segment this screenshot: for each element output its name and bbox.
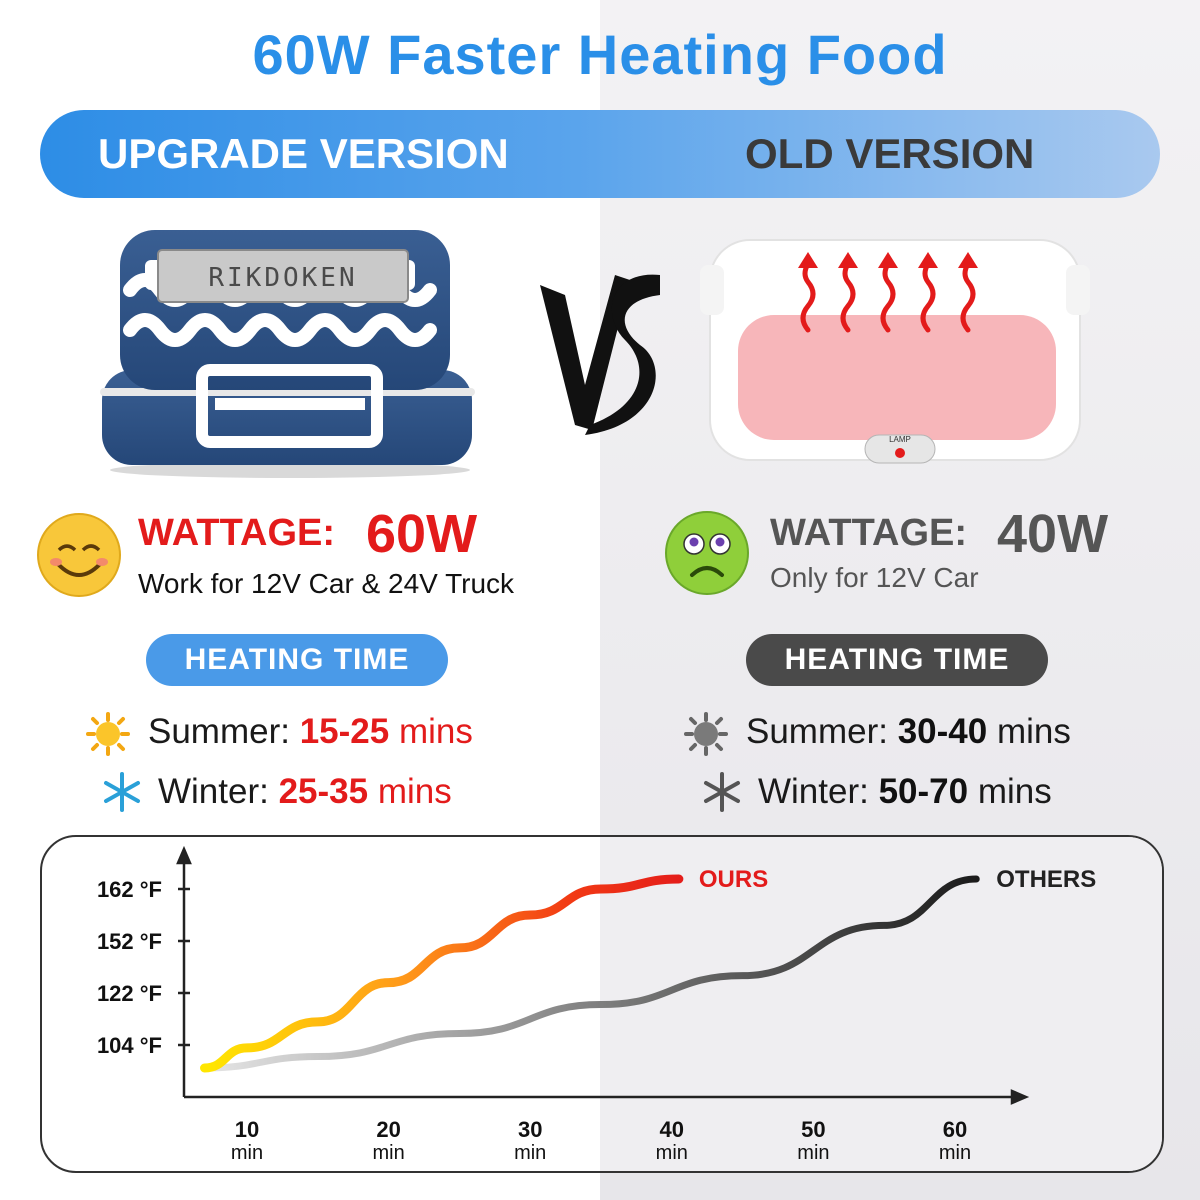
old-wattage-subtitle: Only for 12V Car (770, 562, 979, 593)
x-tick-label: 50 (801, 1117, 825, 1142)
gray-sun-icon (684, 712, 728, 756)
old-summer-unit: mins (996, 712, 1071, 751)
x-tick-label: 60 (943, 1117, 967, 1142)
gray-snowflake-icon (704, 772, 740, 812)
old-winter-unit: mins (977, 772, 1052, 811)
x-tick-label: 40 (660, 1117, 684, 1142)
page-title: 60W Faster Heating Food (252, 23, 948, 86)
winter-label: Winter: (158, 772, 269, 811)
old-wattage-value: 40W (997, 504, 1109, 564)
x-tick-unit: min (231, 1142, 263, 1164)
lamp-label: LAMP (889, 435, 911, 444)
old-summer-value: 30-40 (897, 712, 988, 751)
chart-old-shade (600, 837, 1162, 1171)
upgrade-wattage-value: 60W (366, 504, 478, 564)
upgrade-summer-unit: mins (398, 712, 473, 751)
upgrade-wattage-subtitle: Work for 12V Car & 24V Truck (138, 568, 515, 599)
upgrade-summer-row: Summer: 15-25 mins (148, 712, 473, 752)
x-tick-unit: min (797, 1142, 829, 1164)
brand-logo-text: RIKDOKEN (208, 263, 357, 293)
sad-face-icon (665, 511, 749, 595)
upgrade-version-label: UPGRADE VERSION (98, 130, 509, 177)
x-tick-label: 30 (518, 1117, 542, 1142)
version-header-bar (40, 110, 1160, 198)
sun-icon (86, 712, 130, 756)
upgrade-winter-row: Winter: 25-35 mins (158, 772, 452, 812)
upgrade-summer-value: 15-25 (299, 712, 390, 751)
series-label-ours: OURS (699, 866, 768, 893)
series-label-others: OTHERS (996, 866, 1096, 893)
y-tick-label: 104 °F (97, 1033, 162, 1058)
x-tick-unit: min (939, 1142, 971, 1164)
happy-face-icon (37, 513, 121, 597)
upgrade-wattage-label: WATTAGE: (138, 512, 335, 554)
y-tick-label: 152 °F (97, 929, 162, 954)
old-summer-row: Summer: 30-40 mins (746, 712, 1071, 752)
x-tick-unit: min (372, 1142, 404, 1164)
series-line-others (201, 875, 980, 1072)
upgrade-lunchbox-image: RIKDOKEN (100, 230, 475, 478)
snowflake-icon (104, 772, 140, 812)
upgrade-winter-unit: mins (377, 772, 452, 811)
vs-mark (540, 274, 660, 435)
winter-label: Winter: (758, 772, 869, 811)
y-tick-label: 162 °F (97, 877, 162, 902)
series-line-ours (200, 874, 684, 1073)
old-version-label: OLD VERSION (745, 130, 1035, 177)
x-tick-unit: min (514, 1142, 546, 1164)
x-tick-unit: min (656, 1142, 688, 1164)
x-tick-label: 20 (376, 1117, 400, 1142)
summer-label: Summer: (148, 712, 290, 751)
old-heating-time-badge: HEATING TIME (746, 634, 1048, 686)
upgrade-heating-time-badge: HEATING TIME (146, 634, 448, 686)
y-tick-label: 122 °F (97, 981, 162, 1006)
upgrade-winter-value: 25-35 (278, 772, 369, 811)
old-lunchbox-image: LAMP (700, 239, 1090, 464)
old-wattage-label: WATTAGE: (770, 512, 967, 554)
x-tick-label: 10 (235, 1117, 259, 1142)
summer-label: Summer: (746, 712, 888, 751)
old-winter-value: 50-70 (878, 772, 969, 811)
old-winter-row: Winter: 50-70 mins (758, 772, 1052, 812)
